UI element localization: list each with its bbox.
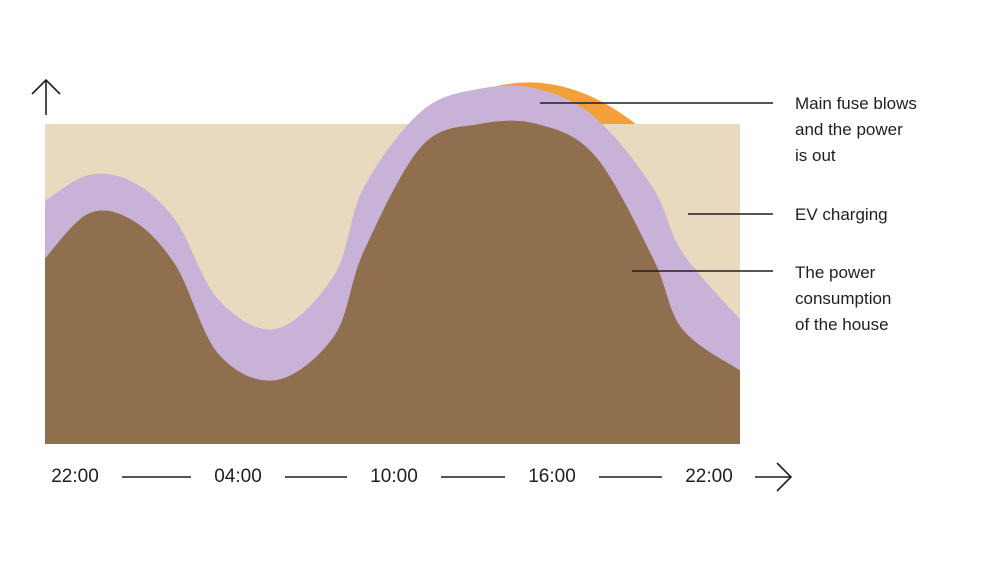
x-axis: 22:00 04:00 10:00 16:00 22:00 [51,466,733,487]
x-tick-label: 10:00 [370,466,418,487]
annotation-line: The power [795,263,876,282]
annotation-label-over: Main fuse blows and the power is out [795,94,917,165]
annotation-line: of the house [795,315,889,334]
x-tick-label: 22:00 [51,466,99,487]
annotation-line: Main fuse blows [795,94,917,113]
annotation-label-house: The power consumption of the house [795,263,891,334]
annotation-label-ev: EV charging [795,205,888,224]
x-tick-label: 04:00 [214,466,262,487]
annotations: Main fuse blows and the power is out EV cha… [540,94,917,334]
x-tick-label: 22:00 [685,466,733,487]
x-tick-label: 16:00 [528,466,576,487]
y-axis-arrow-icon [31,78,61,115]
annotation-line: consumption [795,289,891,308]
annotation-line: EV charging [795,205,888,224]
x-axis-arrow-icon [755,462,793,492]
annotation-line: and the power [795,120,903,139]
house-consumption-area [45,120,740,444]
annotation-line: is out [795,146,836,165]
